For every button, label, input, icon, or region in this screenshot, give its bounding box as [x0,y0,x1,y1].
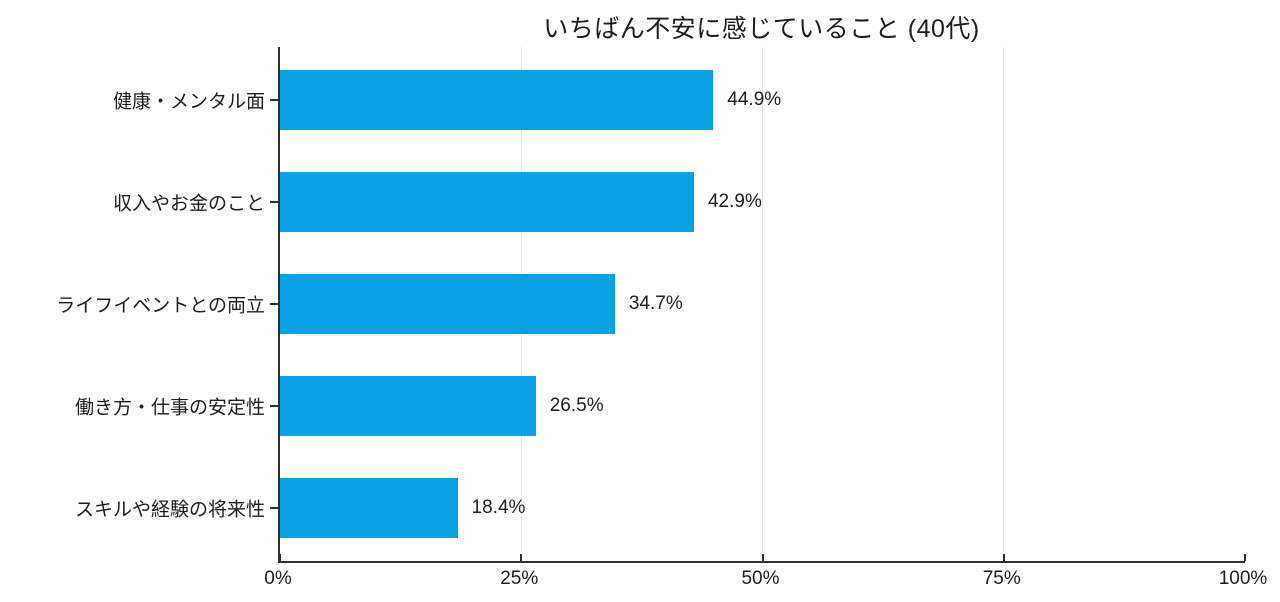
bar [280,478,458,538]
chart-title: いちばん不安に感じていること (40代) [543,15,980,43]
x-axis-tick [520,554,523,561]
y-axis-tick [270,507,278,509]
gridline [1003,47,1005,561]
x-tick-label: 0% [264,568,292,589]
y-axis-tick [270,201,278,203]
y-axis-tick [270,99,278,101]
category-label: 働き方・仕事の安定性 [74,397,265,419]
x-tick-label: 50% [741,568,780,589]
bar [280,70,714,130]
plot-area: 44.9% 42.9% 34.7% 26.5% 18.4% [270,47,1246,563]
value-label: 26.5% [549,395,604,416]
gridline [762,47,763,561]
bar [280,274,615,334]
value-label: 42.9% [707,191,762,212]
x-tick-label: 100% [1218,568,1268,589]
bar [280,376,536,436]
category-label: ライフイベントとの両立 [56,295,265,317]
x-axis-tick [1244,554,1246,561]
value-label: 18.4% [471,497,526,518]
x-axis-tick [1002,554,1005,561]
bar [280,172,694,232]
category-label: 健康・メンタル面 [112,91,265,113]
x-axis-tick [279,554,281,561]
x-axis-tick [761,554,764,561]
x-tick-label: 75% [982,568,1021,589]
x-tick-label: 25% [500,568,539,589]
value-label: 44.9% [727,89,782,110]
category-label: スキルや経験の将来性 [74,499,265,521]
value-label: 34.7% [628,293,683,314]
category-label: 収入やお金のこと [112,193,265,215]
y-axis-tick [270,405,278,407]
y-axis-tick [270,303,278,305]
